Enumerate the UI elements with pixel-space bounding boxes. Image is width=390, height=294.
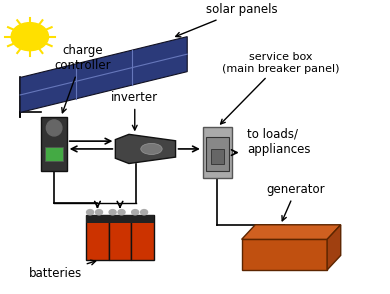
Circle shape bbox=[118, 210, 125, 215]
FancyBboxPatch shape bbox=[131, 215, 154, 260]
Circle shape bbox=[132, 210, 139, 215]
FancyBboxPatch shape bbox=[206, 137, 229, 171]
Polygon shape bbox=[242, 225, 341, 239]
Polygon shape bbox=[327, 225, 341, 270]
Polygon shape bbox=[115, 134, 176, 163]
Circle shape bbox=[109, 210, 116, 215]
FancyBboxPatch shape bbox=[203, 127, 232, 178]
FancyBboxPatch shape bbox=[86, 215, 109, 260]
FancyBboxPatch shape bbox=[211, 149, 224, 163]
Text: solar panels: solar panels bbox=[176, 3, 277, 37]
Circle shape bbox=[11, 23, 48, 51]
Ellipse shape bbox=[141, 143, 162, 154]
Text: batteries: batteries bbox=[28, 260, 96, 280]
Text: to loads/
appliances: to loads/ appliances bbox=[248, 128, 311, 156]
FancyBboxPatch shape bbox=[45, 147, 63, 161]
FancyBboxPatch shape bbox=[109, 215, 131, 223]
Text: inverter: inverter bbox=[111, 91, 158, 130]
FancyBboxPatch shape bbox=[86, 215, 109, 223]
FancyBboxPatch shape bbox=[41, 117, 67, 171]
Polygon shape bbox=[20, 37, 187, 113]
FancyBboxPatch shape bbox=[131, 215, 154, 223]
Ellipse shape bbox=[46, 120, 62, 136]
Polygon shape bbox=[242, 239, 327, 270]
Circle shape bbox=[140, 210, 147, 215]
Text: charge
controller: charge controller bbox=[54, 44, 111, 113]
FancyBboxPatch shape bbox=[109, 215, 131, 260]
Text: generator: generator bbox=[267, 183, 325, 221]
Circle shape bbox=[96, 210, 103, 215]
Circle shape bbox=[87, 210, 94, 215]
Text: service box
(main breaker panel): service box (main breaker panel) bbox=[221, 52, 339, 124]
